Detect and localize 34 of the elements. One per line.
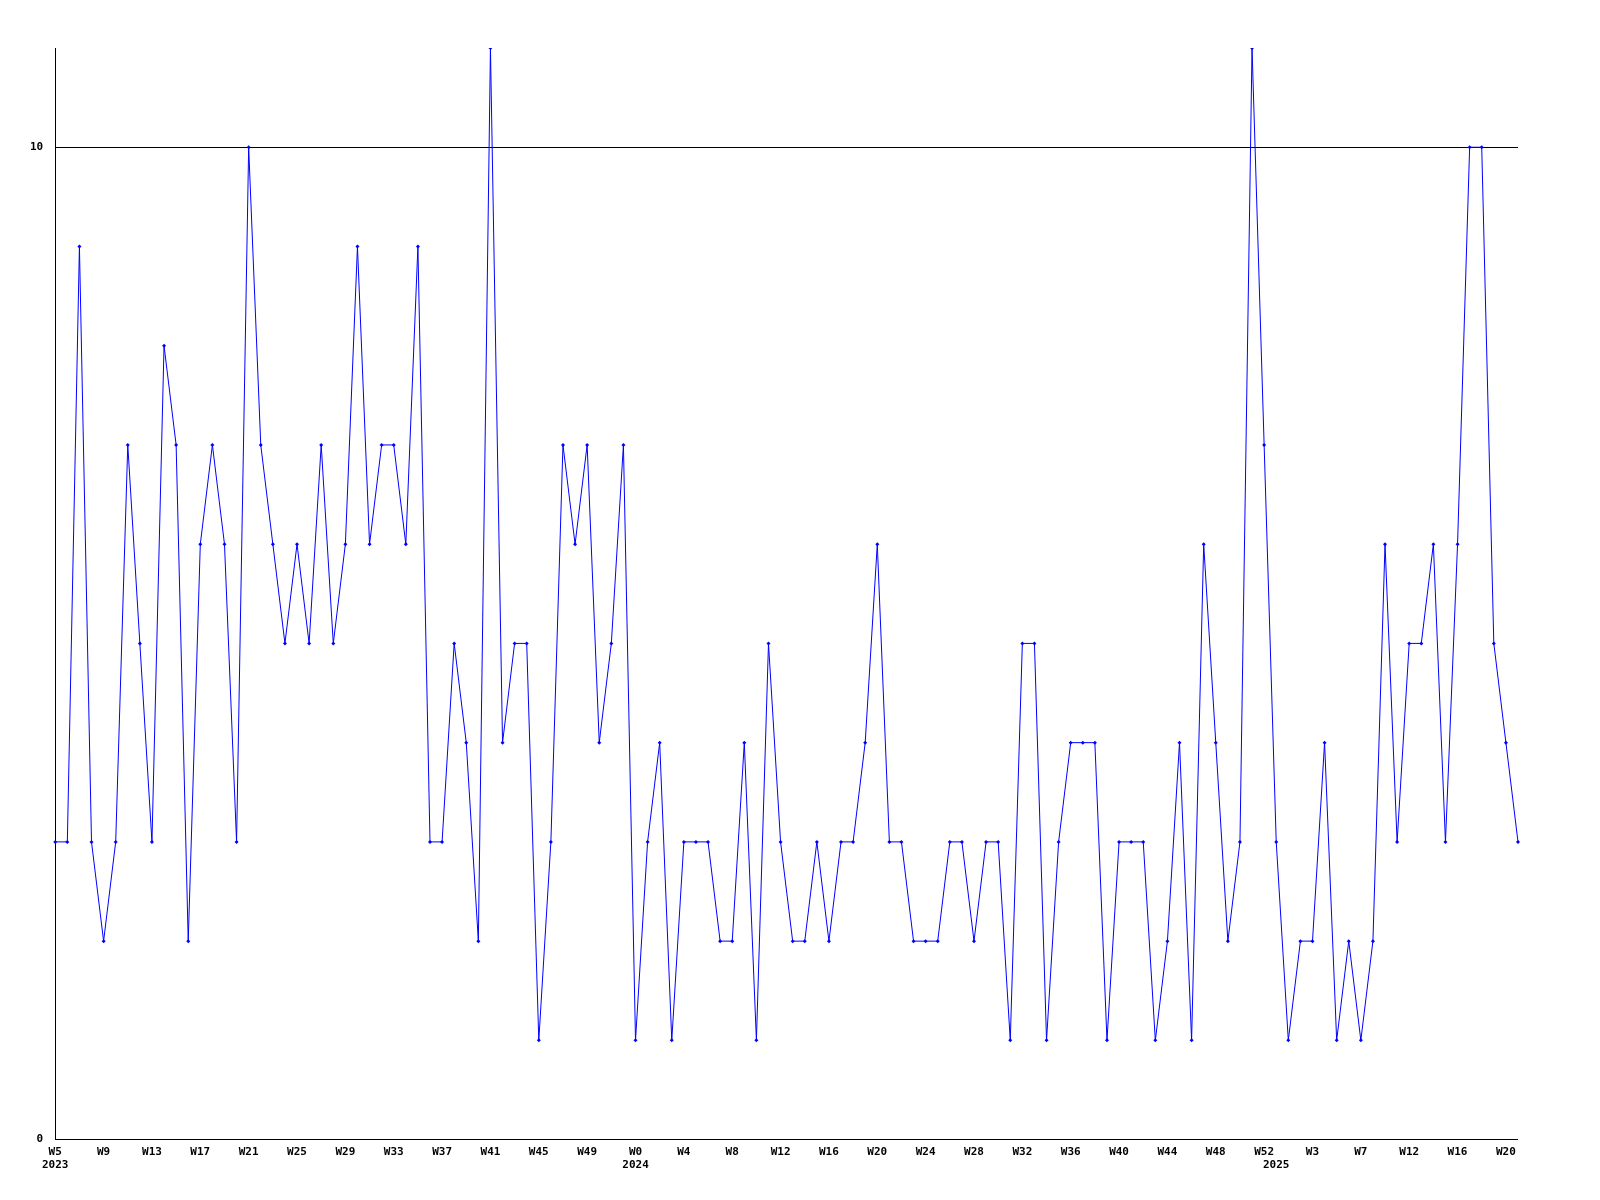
y-tick-label: 10: [30, 140, 44, 154]
x-tick-label: W33: [383, 1145, 404, 1159]
x-tick-label: W49: [577, 1145, 598, 1159]
x-tick-label: W20: [1495, 1145, 1516, 1159]
x-tick-label: W8: [725, 1145, 739, 1159]
x-tick-label: W12: [770, 1145, 791, 1159]
x-tick-label: W16: [1447, 1145, 1468, 1159]
x-tick-label: W44: [1157, 1145, 1178, 1159]
x-tick-label: W48: [1205, 1145, 1226, 1159]
x-tick-label: W24: [915, 1145, 936, 1159]
x-tick-label: 2025: [1262, 1158, 1290, 1172]
x-tick-label: W17: [190, 1145, 211, 1159]
x-tick-label: W13: [142, 1145, 162, 1159]
x-tick-label: W41: [480, 1145, 501, 1159]
x-tick-label: W40: [1109, 1145, 1129, 1159]
x-tick-label: W3: [1305, 1145, 1320, 1159]
x-tick-label: W0 2024: [622, 1145, 650, 1172]
x-tick-label: W29: [335, 1145, 356, 1159]
x-tick-label: W32: [1012, 1145, 1033, 1159]
x-tick-label: W9: [96, 1145, 111, 1159]
x-tick-label: W28: [964, 1145, 984, 1159]
x-tick-label: W45: [528, 1145, 549, 1159]
x-tick-label: W36: [1060, 1145, 1082, 1159]
x-tick-label: W7: [1354, 1145, 1368, 1159]
x-tick-label: W37: [432, 1145, 453, 1159]
x-tick-label: W52: [1254, 1145, 1275, 1159]
x-tick-label: W20: [867, 1145, 888, 1159]
x-tick-label: W21: [238, 1145, 259, 1159]
x-tick-label: W16: [819, 1145, 840, 1159]
y-tick-label: 0: [36, 1132, 44, 1146]
x-tick-label: W25: [287, 1145, 307, 1159]
x-tick-label: W4: [677, 1145, 691, 1159]
x-tick-label: W12: [1399, 1145, 1420, 1159]
x-tick-label: W5 2023: [42, 1145, 69, 1172]
